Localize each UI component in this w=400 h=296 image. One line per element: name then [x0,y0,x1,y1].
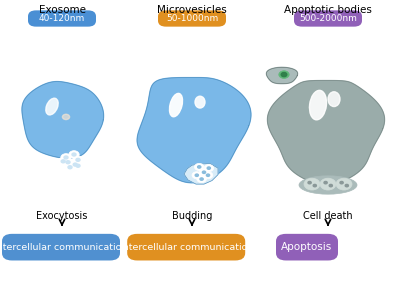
Circle shape [206,174,210,176]
Polygon shape [268,81,384,185]
Circle shape [61,154,71,161]
Text: Intercellular communication: Intercellular communication [0,243,128,252]
Circle shape [66,161,70,164]
Ellipse shape [299,176,357,194]
Circle shape [279,71,289,78]
Circle shape [72,153,76,156]
Circle shape [202,171,206,173]
Circle shape [340,181,343,184]
Circle shape [195,174,198,176]
Circle shape [65,163,75,171]
Circle shape [63,158,73,166]
Polygon shape [184,163,218,184]
Text: Apoptotic bodies: Apoptotic bodies [284,5,372,15]
Circle shape [198,166,201,168]
Text: Intercellular communication: Intercellular communication [120,243,253,252]
Circle shape [76,158,80,161]
Circle shape [61,160,65,163]
Text: Apoptosis: Apoptosis [281,242,333,252]
FancyBboxPatch shape [158,10,226,27]
Polygon shape [22,82,104,158]
Ellipse shape [195,96,205,108]
FancyBboxPatch shape [294,10,362,27]
Circle shape [73,162,83,170]
Circle shape [207,167,210,169]
Circle shape [345,184,348,187]
Circle shape [69,151,79,158]
Text: 50-1000nm: 50-1000nm [166,14,218,23]
Circle shape [203,172,213,179]
Text: Cell death: Cell death [303,211,353,221]
Text: Microvesicles: Microvesicles [157,5,227,15]
Circle shape [308,181,311,184]
Circle shape [320,178,336,190]
Ellipse shape [46,98,58,115]
Circle shape [304,178,320,190]
Ellipse shape [170,94,182,117]
FancyBboxPatch shape [2,234,120,260]
Circle shape [204,165,214,172]
Circle shape [324,181,327,184]
Text: 40-120nm: 40-120nm [39,14,85,23]
Text: Exocytosis: Exocytosis [36,211,88,221]
Circle shape [70,161,80,168]
Ellipse shape [310,90,326,120]
Text: Budding: Budding [172,211,212,221]
Circle shape [73,163,77,166]
FancyBboxPatch shape [127,234,245,260]
Circle shape [68,166,72,169]
Ellipse shape [62,114,70,120]
Circle shape [199,169,209,176]
Circle shape [58,157,68,165]
FancyBboxPatch shape [28,10,96,27]
Polygon shape [266,67,298,84]
Circle shape [64,156,68,159]
Polygon shape [137,78,251,183]
Circle shape [73,156,83,164]
Circle shape [336,178,352,190]
Circle shape [313,184,316,187]
Circle shape [194,163,204,170]
Text: 500-2000nm: 500-2000nm [299,14,357,23]
FancyBboxPatch shape [276,234,338,260]
Ellipse shape [328,92,340,107]
Circle shape [76,164,80,167]
Circle shape [192,172,202,179]
Circle shape [281,73,287,77]
Text: Exosome: Exosome [38,5,86,15]
Circle shape [329,184,332,187]
Circle shape [200,178,203,180]
Circle shape [197,176,206,183]
